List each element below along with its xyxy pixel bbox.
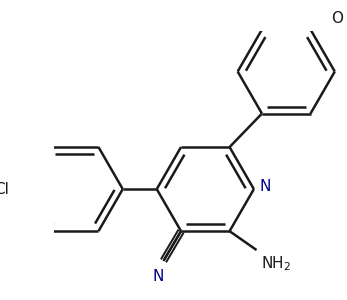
- Text: N: N: [152, 269, 164, 284]
- Text: N: N: [259, 179, 271, 194]
- Text: NH$_2$: NH$_2$: [261, 254, 291, 273]
- Text: Cl: Cl: [0, 182, 9, 196]
- Text: O: O: [331, 11, 343, 26]
